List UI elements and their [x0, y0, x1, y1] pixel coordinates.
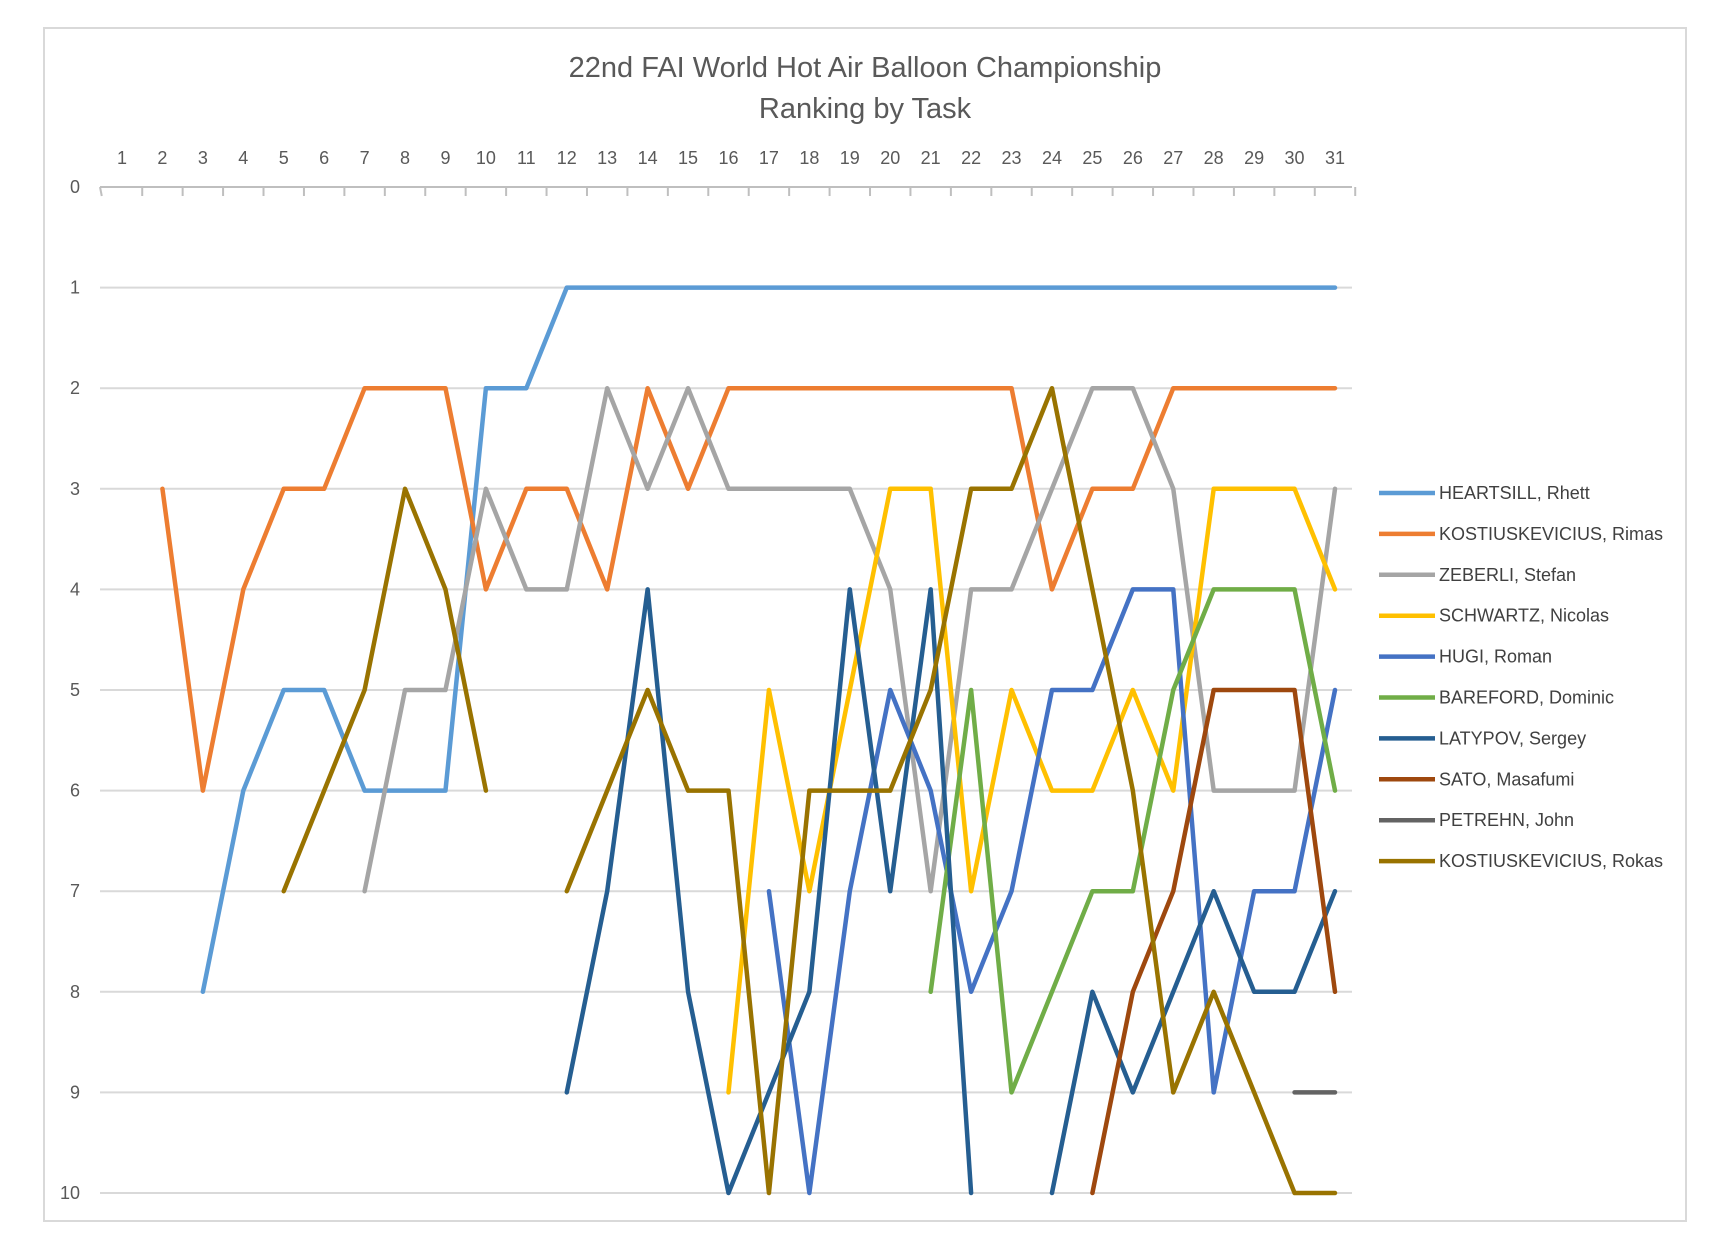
x-tick-label: 30 [1285, 148, 1305, 168]
x-tick-label: 29 [1244, 148, 1264, 168]
y-tick-label: 1 [70, 278, 80, 298]
x-tick-label: 6 [319, 148, 329, 168]
x-tick-label: 10 [476, 148, 496, 168]
x-tick-label: 3 [198, 148, 208, 168]
legend-item-petrehn-john: PETREHN, John [1379, 810, 1574, 830]
x-tick-label: 31 [1325, 148, 1345, 168]
y-tick-label: 6 [70, 781, 80, 801]
x-tick-label: 27 [1163, 148, 1183, 168]
series-sato-masafumi [1090, 687, 1338, 1196]
y-tick-label: 8 [70, 982, 80, 1002]
x-tick-label: 20 [880, 148, 900, 168]
legend-item-heartsill-rhett: HEARTSILL, Rhett [1379, 483, 1590, 503]
series-heartsill-rhett [200, 285, 1338, 995]
x-tick-label: 11 [517, 148, 536, 168]
legend-item-hugi-roman: HUGI, Roman [1379, 647, 1552, 667]
legend-item-schwartz-nicolas: SCHWARTZ, Nicolas [1379, 606, 1609, 626]
x-tick-label: 23 [1002, 148, 1022, 168]
series-line-kostiuskevicius-rokas [564, 385, 1338, 1196]
x-tick-label: 25 [1082, 148, 1102, 168]
series-line-kostiuskevicius-rimas [160, 385, 1338, 793]
x-tick-label: 7 [360, 148, 370, 168]
x-tick-label: 16 [718, 148, 738, 168]
legend-label: HEARTSILL, Rhett [1439, 483, 1590, 503]
legend-item-kostiuskevicius-rimas: KOSTIUSKEVICIUS, Rimas [1379, 524, 1663, 544]
y-tick-label: 4 [70, 579, 80, 599]
series-line-latypov-sergey [564, 587, 974, 1196]
x-tick-label: 14 [638, 148, 658, 168]
series-kostiuskevicius-rimas [160, 385, 1338, 793]
legend-item-sato-masafumi: SATO, Masafumi [1379, 769, 1574, 789]
legend-item-bareford-dominic: BAREFORD, Dominic [1379, 688, 1614, 708]
x-axis: 1 2 3 4 5 6 7 8 9 10 11 12 13 14 15 16 17 18 19 20 21 22 23 24 2… [99, 148, 1357, 197]
x-tick-label: 28 [1204, 148, 1224, 168]
x-tick-label: 4 [238, 148, 248, 168]
series-line-zeberli-stefan [362, 385, 1338, 894]
legend-label: KOSTIUSKEVICIUS, Rimas [1439, 524, 1663, 544]
x-tick-label: 26 [1123, 148, 1143, 168]
series-bareford-dominic [928, 587, 1338, 1095]
legend-item-latypov-sergey: LATYPOV, Sergey [1379, 728, 1586, 748]
series-lines [160, 285, 1338, 1196]
y-axis: 0 1 2 3 4 5 6 7 8 9 10 [60, 177, 80, 1203]
legend-label: KOSTIUSKEVICIUS, Rokas [1439, 851, 1663, 871]
legend-item-zeberli-stefan: ZEBERLI, Stefan [1379, 565, 1576, 585]
x-tick-label: 21 [921, 148, 941, 168]
legend-label: SCHWARTZ, Nicolas [1439, 606, 1609, 626]
series-kostiuskevicius-rokas [281, 385, 1338, 1196]
x-tick-label: 1 [117, 148, 127, 168]
series-line-kostiuskevicius-rokas [281, 486, 489, 894]
x-tick-label: 22 [961, 148, 981, 168]
gridlines [100, 186, 1352, 1194]
x-tick-label: 19 [840, 148, 860, 168]
legend-item-kostiuskevicius-rokas: KOSTIUSKEVICIUS, Rokas [1379, 851, 1663, 871]
y-tick-label: 3 [70, 479, 80, 499]
x-tick-label: 18 [799, 148, 819, 168]
x-tick-label: 12 [557, 148, 577, 168]
series-line-heartsill-rhett [200, 285, 1338, 995]
x-tick-label: 9 [440, 148, 450, 168]
x-tick-mark [99, 186, 103, 197]
y-tick-label: 10 [60, 1183, 80, 1203]
legend: HEARTSILL, Rhett KOSTIUSKEVICIUS, Rimas ZE… [1379, 483, 1663, 871]
y-tick-label: 9 [70, 1082, 80, 1102]
x-tick-label: 5 [279, 148, 289, 168]
legend-label: ZEBERLI, Stefan [1439, 565, 1576, 585]
legend-label: PETREHN, John [1439, 810, 1574, 830]
y-tick-label: 7 [70, 881, 80, 901]
legend-label: BAREFORD, Dominic [1439, 688, 1614, 708]
x-tick-label: 24 [1042, 148, 1062, 168]
legend-label: LATYPOV, Sergey [1439, 728, 1586, 748]
y-tick-label: 0 [70, 177, 80, 197]
chart-title: 22nd FAI World Hot Air Balloon Champions… [569, 52, 1162, 84]
x-tick-label: 15 [678, 148, 698, 168]
y-tick-label: 5 [70, 680, 80, 700]
series-line-latypov-sergey [1049, 888, 1338, 1196]
x-tick-label: 8 [400, 148, 410, 168]
series-line-bareford-dominic [928, 587, 1338, 1095]
legend-label: HUGI, Roman [1439, 647, 1552, 667]
x-tick-label: 17 [759, 148, 779, 168]
series-zeberli-stefan [362, 385, 1338, 894]
chart-subtitle: Ranking by Task [759, 93, 972, 125]
series-latypov-sergey [564, 587, 1338, 1196]
y-tick-label: 2 [70, 378, 80, 398]
legend-label: SATO, Masafumi [1439, 769, 1574, 789]
x-tick-label: 13 [597, 148, 617, 168]
x-tick-label: 2 [157, 148, 167, 168]
series-line-sato-masafumi [1090, 687, 1338, 1196]
